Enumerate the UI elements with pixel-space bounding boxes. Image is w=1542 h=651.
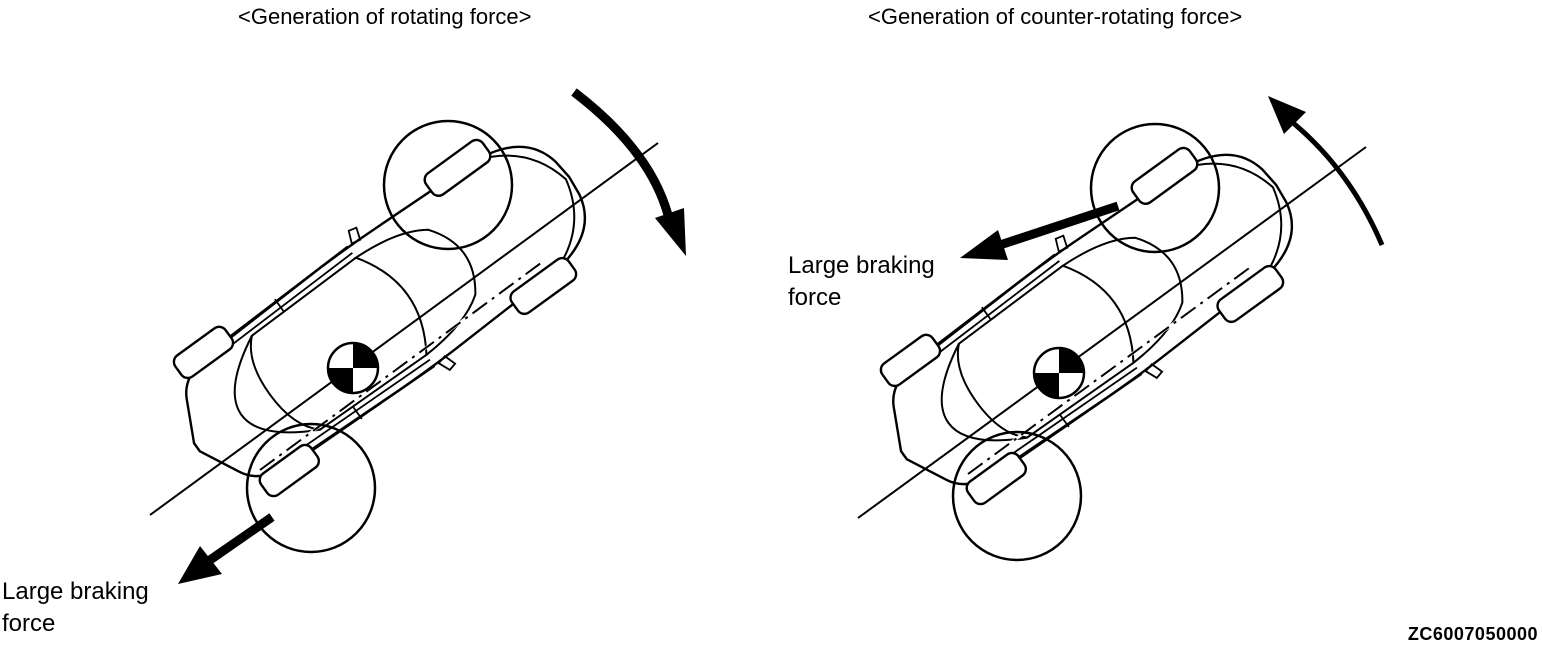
left-front-wheel-highlight bbox=[382, 119, 514, 251]
left-diagram-title: <Generation of rotating force> bbox=[238, 4, 532, 29]
left-car bbox=[145, 106, 621, 519]
figure-code: ZC6007050000 bbox=[1407, 624, 1538, 644]
right-rotation-arrow bbox=[1290, 120, 1385, 246]
left-center-of-gravity-icon bbox=[326, 341, 380, 395]
left-braking-force-arrowhead bbox=[178, 546, 222, 584]
left-braking-force-label: Large braking force bbox=[2, 576, 149, 640]
right-center-of-gravity-icon bbox=[1032, 346, 1086, 400]
right-braking-force-label: Large braking force bbox=[788, 250, 935, 314]
left-diagram bbox=[145, 88, 686, 584]
right-axis-line bbox=[857, 146, 1367, 519]
left-rear-wheel-highlight bbox=[245, 422, 377, 554]
right-braking-force-label-line2: force bbox=[788, 284, 842, 311]
left-braking-force-label-line1: Large braking bbox=[2, 578, 149, 605]
right-braking-force-arrowhead bbox=[960, 230, 1008, 260]
right-car bbox=[852, 114, 1328, 527]
right-rear-wheel-highlight bbox=[951, 430, 1083, 562]
right-front-wheel-highlight bbox=[1089, 122, 1221, 254]
right-diagram bbox=[852, 96, 1385, 562]
left-rotation-arrowhead bbox=[655, 208, 686, 256]
right-braking-force-label-line1: Large braking bbox=[788, 252, 935, 279]
left-braking-force-label-line2: force bbox=[2, 610, 56, 637]
left-rotation-arrow bbox=[571, 88, 673, 217]
right-braking-force-arrow bbox=[998, 201, 1120, 250]
left-braking-force-arrow bbox=[207, 513, 275, 564]
right-rotation-arrowhead bbox=[1268, 96, 1306, 134]
right-diagram-title: <Generation of counter-rotating force> bbox=[868, 4, 1243, 29]
